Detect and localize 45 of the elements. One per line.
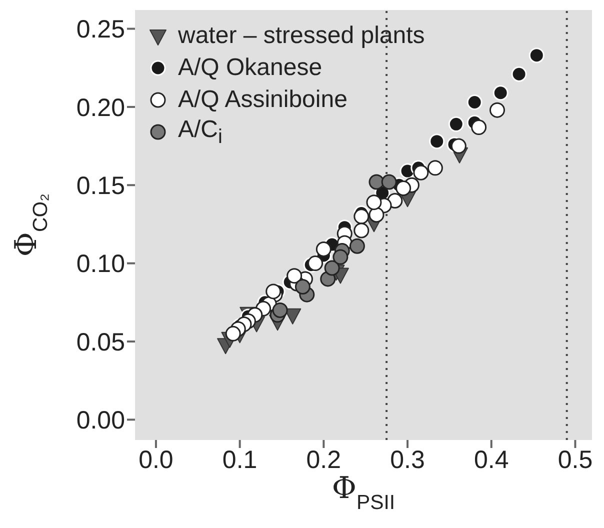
legend-label: A/Q Okanese <box>178 54 322 82</box>
point <box>450 138 466 154</box>
point <box>294 279 310 295</box>
point <box>471 120 487 136</box>
legend-label: water – stressed plants <box>178 22 425 50</box>
x-axis-title: Φ$_{PSII}$ <box>332 471 396 514</box>
y-tick-label: 0.20 <box>76 94 125 122</box>
point <box>368 174 384 190</box>
point <box>332 249 348 265</box>
x-tick-label: 0.5 <box>558 446 593 474</box>
y-tick-label: 0.25 <box>76 16 125 44</box>
point <box>489 102 505 118</box>
point <box>354 208 370 224</box>
point <box>396 180 412 196</box>
x-tick-label: 0.3 <box>390 446 425 474</box>
y-tick-label: 0.00 <box>76 406 125 435</box>
point <box>286 268 302 284</box>
point <box>349 238 365 254</box>
point <box>272 302 288 318</box>
x-tick-label: 0.1 <box>222 446 258 474</box>
x-tick-label: 0.0 <box>138 446 174 474</box>
point <box>308 256 324 272</box>
x-tick-label: 0.4 <box>474 446 509 474</box>
point <box>429 134 445 150</box>
point <box>448 116 464 132</box>
point <box>324 260 340 276</box>
y-tick-label: 0.05 <box>76 328 125 356</box>
y-tick-label: 0.15 <box>76 172 125 200</box>
point <box>225 326 241 342</box>
x-tick-label: 0.2 <box>306 446 342 474</box>
point <box>366 194 382 210</box>
point <box>368 207 384 223</box>
legend-label: A/Q Assiniboine <box>178 86 348 114</box>
point <box>266 284 282 300</box>
point <box>381 174 397 190</box>
point <box>316 241 332 257</box>
point <box>427 160 443 176</box>
point <box>511 66 527 82</box>
point <box>492 85 508 101</box>
point <box>354 222 370 238</box>
point <box>466 94 482 110</box>
point <box>413 164 429 180</box>
point <box>528 48 544 64</box>
y-tick-label: 0.10 <box>76 250 125 278</box>
legend-label: A/C$_{i}$ <box>178 116 222 148</box>
